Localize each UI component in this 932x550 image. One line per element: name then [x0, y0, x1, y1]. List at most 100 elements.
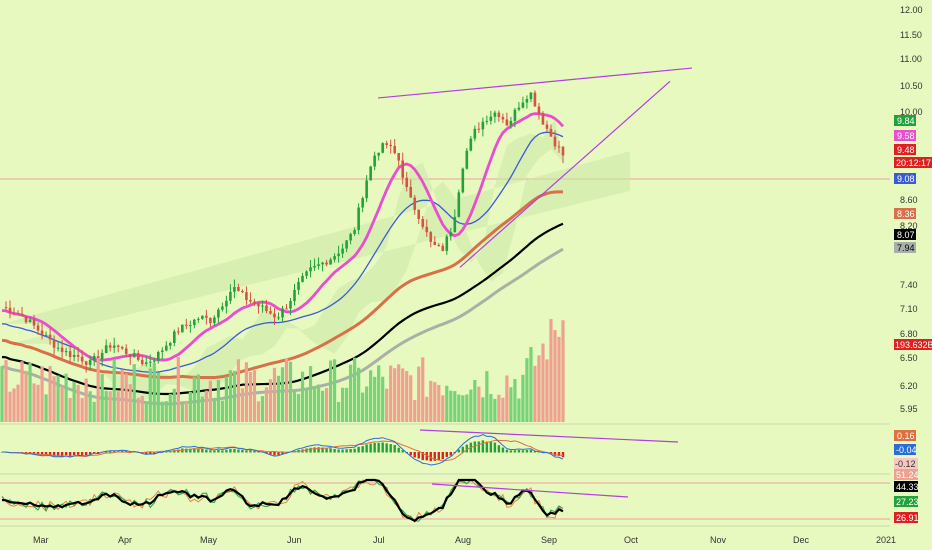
volume-bar — [533, 365, 537, 422]
macd-hist-bar — [333, 448, 336, 453]
volume-bar — [8, 391, 12, 422]
macd-hist-bar — [40, 452, 44, 456]
macd-hist-bar — [217, 449, 220, 453]
candle-body — [265, 305, 268, 312]
candle-body — [281, 308, 284, 318]
candle-body — [60, 347, 64, 353]
y-tick: 8.60 — [900, 195, 918, 205]
macd-hist-bar — [253, 450, 256, 453]
macd-hist-bar — [429, 452, 432, 462]
y-tick: 6.80 — [900, 329, 918, 339]
volume-bar — [505, 375, 509, 422]
candle-body — [28, 319, 32, 323]
macd-hist-bar — [465, 444, 469, 453]
macd-hist-bar — [409, 452, 412, 456]
volume-bar — [481, 397, 485, 422]
macd-hist-bar — [529, 449, 533, 453]
candle-body — [417, 209, 421, 219]
macd-hist-bar — [533, 451, 537, 453]
candle-body — [337, 253, 340, 257]
badge-ma-orange-label: 8.36 — [897, 209, 915, 219]
candle-body — [301, 275, 304, 282]
volume-bar — [4, 360, 8, 422]
volume-bar — [292, 391, 297, 422]
candle-body — [521, 102, 525, 108]
macd-hist-bar — [104, 451, 108, 453]
macd-hist-bar — [517, 450, 521, 453]
macd-hist-bar — [553, 452, 557, 456]
candle-body — [217, 309, 220, 318]
macd-hist-bar — [361, 446, 364, 453]
volume-bar — [48, 366, 52, 422]
macd-hist-bar — [329, 448, 332, 453]
macd-pane[interactable] — [0, 429, 679, 466]
macd-hist-bar — [44, 452, 48, 455]
candle-body — [533, 92, 537, 107]
candle-body — [273, 313, 276, 318]
price-badges: 9.58 9.84 9.48 20:12:17 9.08 8.36 8.07 7… — [894, 115, 932, 523]
candle-body — [513, 109, 517, 121]
price-axis[interactable]: 12.00 11.50 11.00 10.50 10.00 8.60 8.20 … — [900, 5, 923, 414]
time-axis[interactable]: Mar Apr May Jun Jul Aug Sep Oct Nov Dec … — [33, 535, 896, 545]
volume-bar — [369, 370, 373, 422]
macd-hist-bar — [165, 451, 168, 453]
rsi-trendline[interactable] — [431, 483, 629, 498]
volume-bar — [320, 390, 325, 422]
macd-hist-bar — [317, 447, 320, 453]
badge-ma-blue-label: 9.08 — [897, 174, 915, 184]
candle-body — [549, 128, 553, 137]
macd-hist-bar — [88, 452, 92, 455]
volume-bar — [80, 397, 84, 422]
candle-body — [189, 325, 192, 327]
volume-bar — [192, 376, 196, 422]
price-pane[interactable] — [0, 67, 890, 406]
volume-bar — [244, 362, 249, 422]
candle-body — [80, 356, 84, 362]
volume-bar — [501, 397, 505, 422]
macd-hist-bar — [509, 450, 513, 453]
volume-bar — [264, 387, 269, 422]
volume-bar — [328, 360, 333, 422]
trendline-lower[interactable] — [459, 80, 671, 268]
candle-body — [429, 232, 433, 242]
volume-bar — [377, 365, 381, 422]
volume-bar — [312, 386, 317, 422]
candle-body — [128, 353, 132, 358]
rsi-pane[interactable] — [0, 478, 890, 523]
macd-trendline[interactable] — [419, 429, 679, 443]
y-tick: 11.00 — [900, 54, 922, 64]
badge-close — [894, 115, 916, 126]
badge-ma-pink — [894, 130, 916, 141]
y-tick: 8.20 — [900, 221, 918, 231]
volume-bar — [349, 364, 353, 422]
macd-hist-bar — [92, 452, 96, 454]
volume-bar — [96, 357, 100, 422]
badge-countdown — [894, 157, 932, 168]
badge-last-price — [894, 144, 916, 155]
candle-body — [229, 291, 232, 301]
candle-body — [529, 92, 533, 99]
volume-bar — [401, 368, 405, 422]
macd-hist-bar — [213, 450, 216, 453]
volume-bar — [256, 401, 261, 422]
candle-body — [136, 353, 140, 360]
macd-hist-bar — [477, 441, 481, 453]
volume-bar — [120, 369, 124, 422]
macd-hist-bar — [52, 452, 56, 456]
volume-bar — [76, 384, 80, 422]
candle-body — [461, 168, 465, 193]
volume-pane — [0, 319, 565, 422]
y-tick: 7.10 — [900, 304, 918, 314]
macd-hist-bar — [229, 448, 232, 453]
y-tick: 11.50 — [900, 30, 922, 40]
candle-body — [40, 330, 44, 336]
y-tick: 5.95 — [900, 404, 918, 414]
macd-hist-bar — [421, 452, 424, 461]
candle-body — [156, 351, 160, 361]
candle-body — [32, 319, 36, 326]
volume-bar — [465, 394, 469, 422]
candle-body — [313, 265, 316, 268]
trendline-upper[interactable] — [377, 67, 693, 99]
candle-body — [221, 306, 224, 310]
